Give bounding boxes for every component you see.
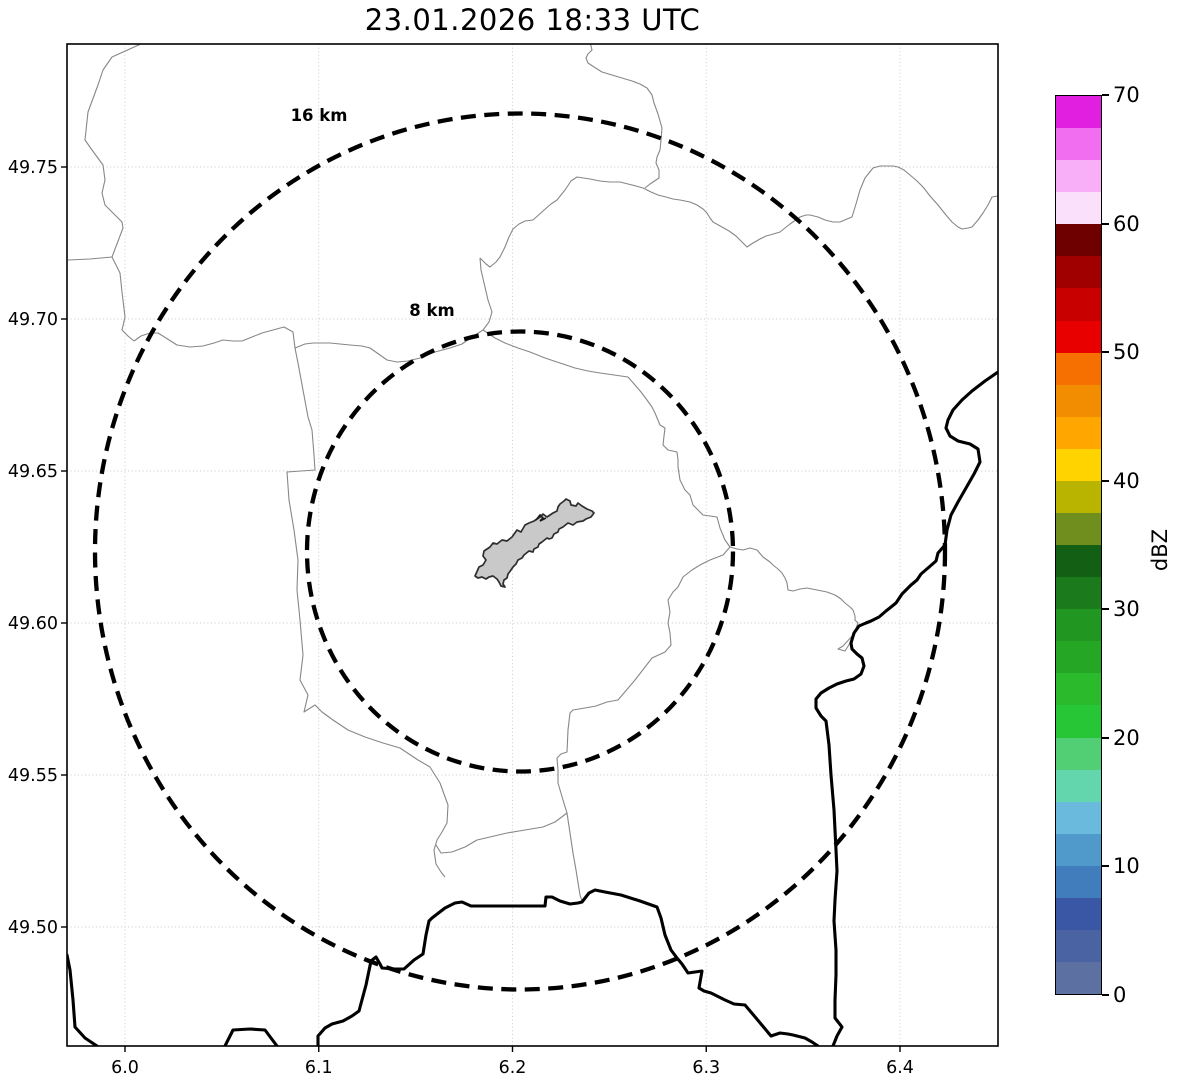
colorbar-segment [1056, 833, 1101, 866]
river-line [482, 329, 731, 548]
colorbar-segment [1056, 609, 1101, 642]
colorbar-segment [1056, 577, 1101, 610]
colorbar-segment [1056, 416, 1101, 449]
city-polygon [474, 498, 595, 588]
country-border-south [316, 888, 820, 1046]
x-tick-label: 6.0 [111, 1058, 139, 1078]
range-ring-label-16km: 16 km [291, 106, 348, 125]
colorbar-segment [1056, 288, 1101, 321]
colorbar-tick [1102, 351, 1109, 354]
river-line [67, 256, 113, 261]
colorbar-segment [1056, 384, 1101, 417]
colorbar-tick-label: 20 [1113, 725, 1140, 750]
colorbar-segment [1056, 865, 1101, 898]
colorbar-segment [1056, 513, 1101, 546]
river-line [435, 812, 568, 854]
range-ring-8km [304, 329, 736, 774]
y-tick-label: 49.60 [8, 614, 58, 634]
country-border-east [814, 370, 998, 1046]
y-tick-label: 49.55 [8, 766, 58, 786]
colorbar-tick [1102, 736, 1109, 739]
colorbar-segment [1056, 480, 1101, 514]
range-ring-label-8km: 8 km [409, 301, 454, 320]
colorbar-segment [1056, 128, 1101, 161]
plot-frame [66, 43, 999, 1047]
colorbar-segment [1056, 448, 1101, 481]
colorbar-segment [1056, 192, 1101, 225]
colorbar-segment [1056, 769, 1101, 802]
y-tick-label: 49.65 [8, 462, 58, 482]
range-rings [92, 111, 948, 992]
colorbar-segment [1056, 897, 1101, 931]
colorbar-segment [1056, 962, 1101, 995]
colorbar-segment [1056, 545, 1101, 578]
colorbar-segment [1056, 737, 1101, 770]
colorbar-tick-label: 30 [1113, 597, 1140, 622]
river-line [286, 347, 449, 878]
colorbar-tick-label: 10 [1113, 854, 1140, 879]
river-line [133, 326, 296, 349]
colorbar-tick [1102, 865, 1109, 868]
y-tick-label: 49.75 [8, 158, 58, 178]
colorbar-segment [1056, 930, 1101, 963]
colorbar-segment [1056, 801, 1101, 834]
colorbar-segment [1056, 641, 1101, 674]
colorbar-tick-label: 50 [1113, 340, 1140, 365]
x-tick-label: 6.1 [305, 1058, 333, 1078]
x-tick-label: 6.2 [499, 1058, 527, 1078]
x-tick-label: 6.4 [886, 1058, 914, 1078]
country-border-southwest [67, 953, 99, 1046]
river-line [294, 257, 493, 363]
colorbar-tick-label: 0 [1113, 983, 1127, 1007]
country-border-hump [223, 1027, 279, 1046]
colorbar-segment [1056, 256, 1101, 289]
city-detail-mark [535, 513, 547, 522]
colorbar-tick-label: 60 [1113, 211, 1140, 236]
river-line [84, 44, 143, 342]
x-tick-label: 6.3 [692, 1058, 720, 1078]
colorbar-tick [1102, 994, 1109, 996]
colorbar-segment [1056, 352, 1101, 385]
rivers-layer [67, 44, 998, 902]
colorbar-segment [1056, 673, 1101, 706]
river-line [585, 44, 663, 189]
city-area [474, 498, 595, 588]
colorbar-tick [1102, 479, 1109, 482]
colorbar-segment [1056, 705, 1101, 738]
colorbar-tick [1102, 608, 1109, 611]
colorbar-segment [1056, 320, 1101, 353]
river-line [566, 812, 583, 902]
y-tick-label: 49.50 [8, 918, 58, 938]
figure-title: 23.01.2026 18:33 UTC [364, 3, 701, 37]
y-tick-label: 49.70 [8, 310, 58, 330]
colorbar-tick [1102, 222, 1109, 225]
river-line [479, 165, 998, 268]
river-line [556, 546, 731, 814]
country-borders-layer [67, 370, 998, 1046]
colorbar-segment [1056, 96, 1101, 129]
colorbar-segment [1056, 160, 1101, 193]
colorbar-tick-label: 70 [1113, 83, 1140, 107]
colorbar-segment [1056, 224, 1101, 257]
colorbar [1055, 95, 1102, 995]
range-ring-16km [92, 111, 948, 992]
colorbar-axis-label: dBZ [1148, 528, 1172, 572]
colorbar-tick-label: 40 [1113, 468, 1140, 493]
colorbar-tick [1102, 94, 1109, 96]
river-line [729, 546, 859, 652]
axis-ticks: 6.0 6.1 6.2 6.3 6.4 49.75 49.70 49.65 49.60 49.55… [8, 158, 914, 1078]
